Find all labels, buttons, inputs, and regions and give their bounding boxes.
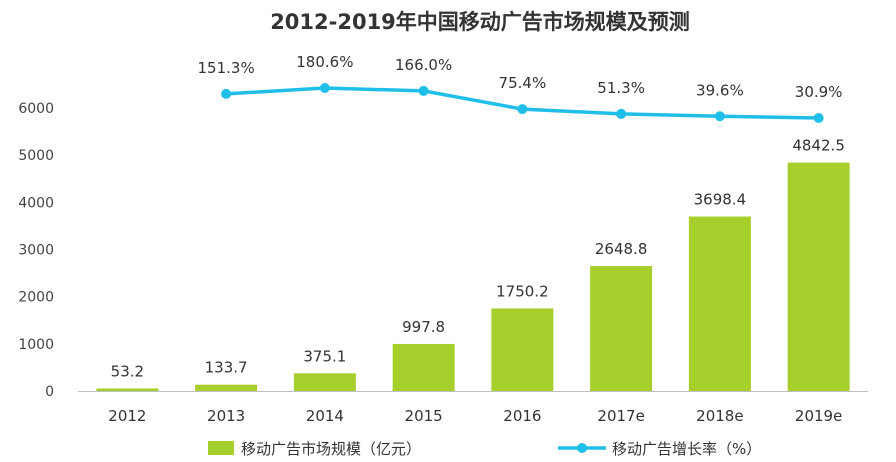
growth-rate-label: 75.4%: [499, 74, 547, 92]
growth-rate-point: [221, 88, 232, 99]
growth-rate-series: 151.3% 180.6% 166.0% 75.4% 51.3% 39.6% 30.9%: [198, 53, 843, 123]
y-tick-label: 0: [45, 384, 54, 400]
bar-value-label: 375.1: [303, 347, 346, 365]
chart-title: 2012-2019年中国移动广告市场规模及预测: [270, 10, 690, 34]
growth-rate-point: [616, 108, 627, 119]
y-tick-label: 6000: [18, 101, 54, 117]
growth-rate-label: 39.6%: [696, 81, 744, 99]
growth-rate-label: 51.3%: [597, 79, 645, 97]
y-tick-label: 5000: [18, 148, 54, 164]
bar: [491, 308, 554, 391]
bar: [392, 343, 455, 391]
x-tick-label: 2016: [503, 407, 541, 425]
y-axis: 0 1000 2000 3000 4000 5000 6000: [18, 101, 54, 400]
x-tick-label: 2017e: [597, 407, 644, 425]
y-tick-label: 2000: [18, 290, 54, 306]
bar-value-label: 3698.4: [694, 191, 747, 209]
growth-rate-point: [813, 113, 824, 123]
x-tick-label: 2013: [207, 407, 245, 425]
x-axis: 2012 2013 2014 2015 2016 2017e 2018e 2019e: [78, 391, 868, 425]
bar-value-label: 53.2: [111, 362, 144, 380]
bar: [688, 216, 751, 391]
bar-value-label: 1750.2: [496, 282, 549, 300]
x-tick-label: 2014: [306, 407, 344, 425]
growth-rate-label: 180.6%: [296, 53, 353, 71]
bar-value-labels: 53.2 133.7 375.1 997.8 1750.2 2648.8 3698.4 484…: [111, 137, 845, 381]
growth-rate-point: [319, 83, 330, 93]
x-tick-label: 2019e: [795, 407, 842, 425]
x-tick-label: 2012: [108, 407, 146, 425]
legend: 移动广告市场规模（亿元） 移动广告增长率（%）: [208, 440, 761, 458]
bar-series: [96, 162, 850, 391]
legend-line-label: 移动广告增长率（%）: [612, 440, 761, 458]
growth-rate-label: 30.9%: [795, 83, 843, 101]
bar: [96, 388, 159, 391]
bar-value-label: 2648.8: [595, 240, 648, 258]
x-tick-label: 2018e: [696, 407, 743, 425]
bar-value-label: 133.7: [205, 359, 248, 377]
growth-rate-label: 151.3%: [198, 59, 255, 77]
bar: [590, 266, 653, 391]
growth-rate-point: [714, 111, 725, 122]
legend-bar-label: 移动广告市场规模（亿元）: [241, 440, 421, 458]
bar-value-label: 997.8: [402, 318, 445, 336]
x-tick-label: 2015: [405, 407, 443, 425]
y-tick-label: 1000: [18, 337, 54, 353]
y-tick-label: 3000: [18, 243, 54, 259]
bar-value-label: 4842.5: [792, 137, 845, 155]
bar: [195, 384, 258, 391]
y-tick-label: 4000: [18, 195, 54, 211]
growth-rate-point: [418, 85, 429, 96]
legend-bar-swatch: [208, 441, 234, 455]
bar: [293, 373, 356, 391]
legend-line-marker: [577, 443, 587, 453]
growth-rate-point: [517, 104, 528, 115]
growth-rate-label: 166.0%: [395, 56, 452, 74]
bar: [787, 162, 850, 391]
